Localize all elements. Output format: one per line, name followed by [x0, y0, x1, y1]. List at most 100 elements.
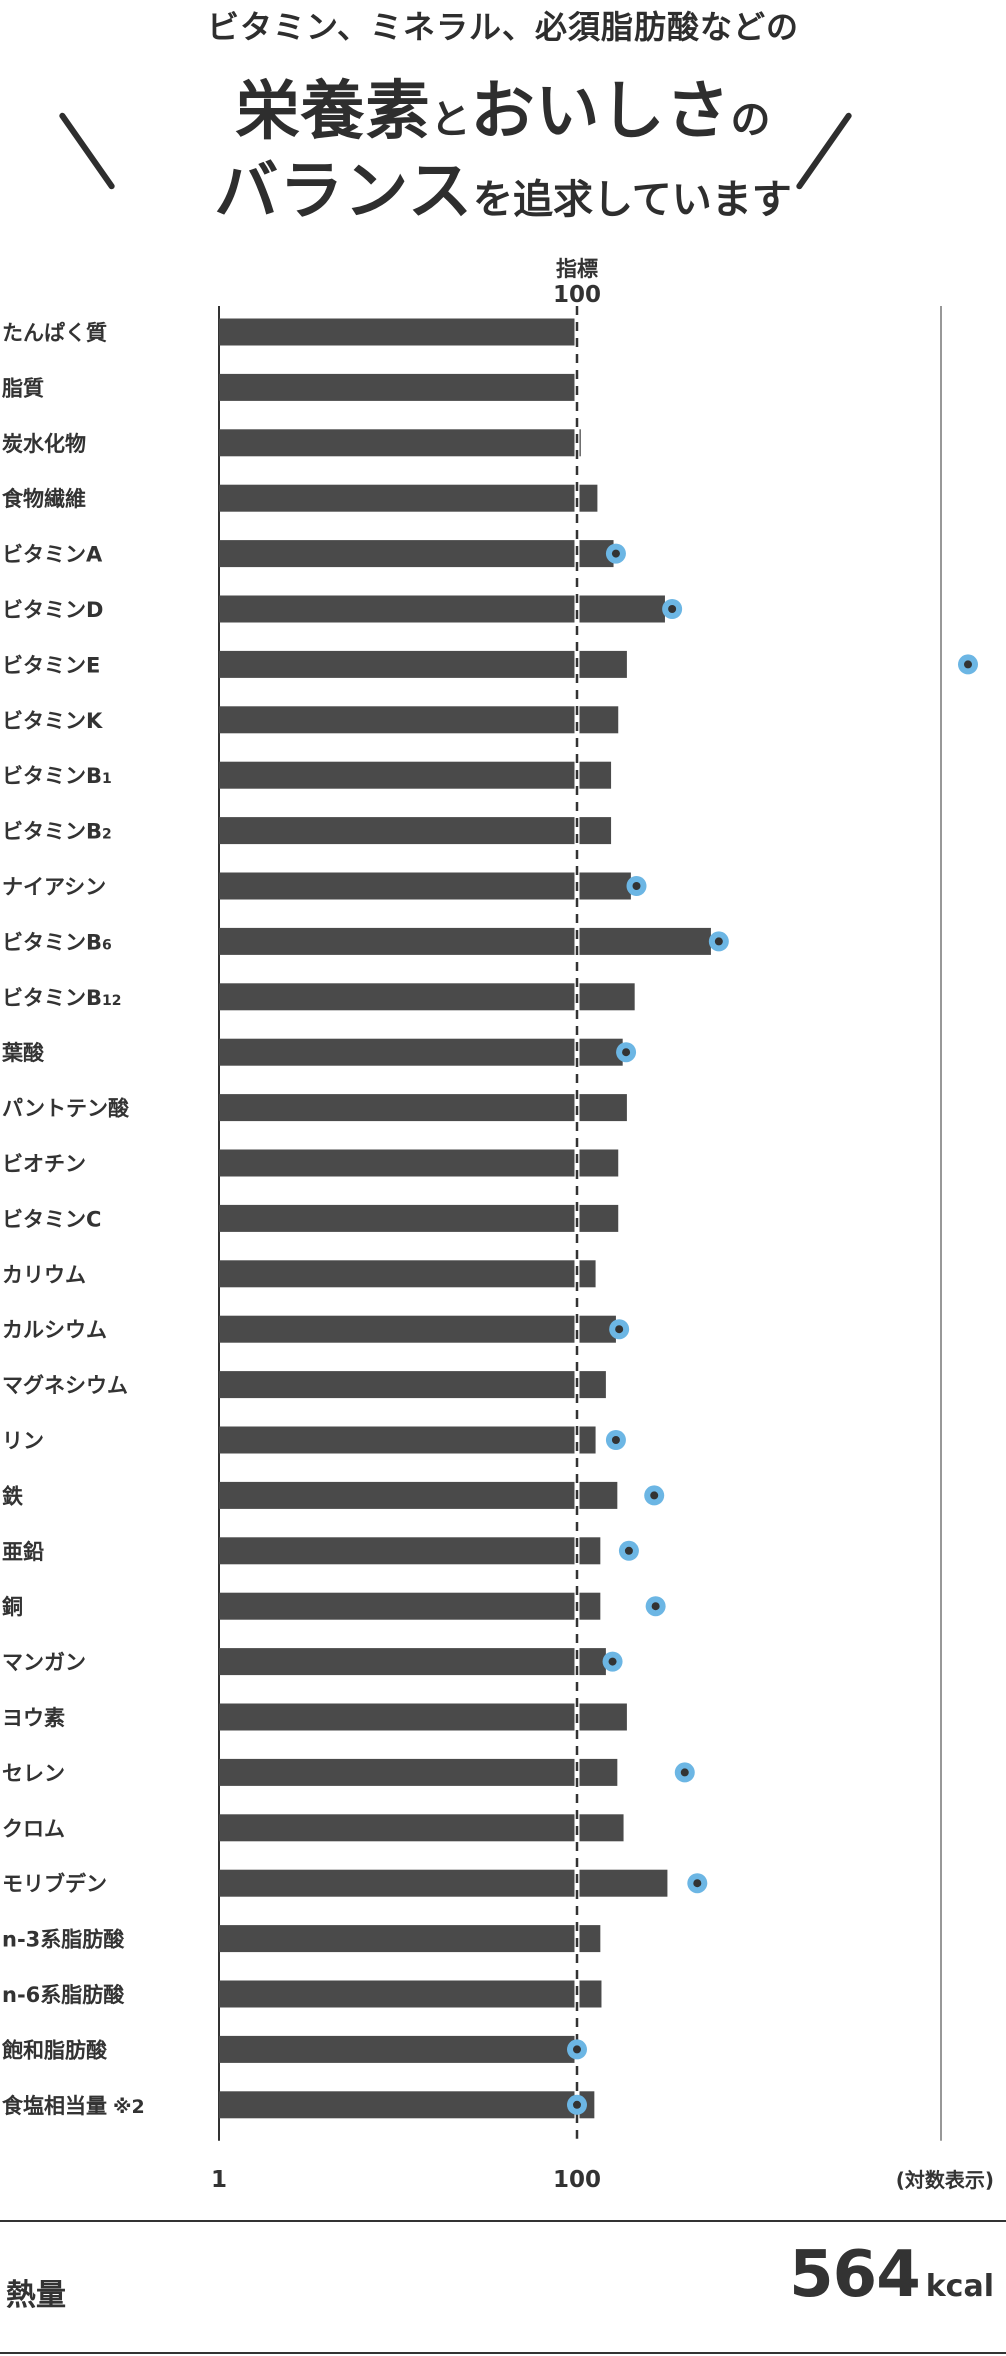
footer-bottom-divider [0, 2352, 1006, 2354]
calorie-unit: kcal [925, 2269, 994, 2304]
header: ビタミン、ミネラル、必須脂肪酸などの 栄養素とおいしさの バランスを追求していま… [0, 0, 1006, 230]
bar [219, 761, 612, 789]
category-label: ナイアシン [2, 875, 106, 899]
bar [219, 429, 581, 457]
bar [219, 1094, 627, 1122]
category-label: ビタミンB12 [2, 986, 122, 1010]
marker-dot [624, 1546, 633, 1555]
bar [219, 1260, 596, 1288]
category-label: マンガン [2, 1651, 86, 1675]
marker-dot [668, 605, 677, 613]
x-tick-label: 100 [553, 2167, 601, 2193]
reference-label-top: 指標 [556, 257, 598, 281]
headline-part: の [730, 97, 771, 143]
category-label: 飽和脂肪酸 [1, 2038, 108, 2062]
bar [219, 872, 631, 900]
marker-dot [680, 1768, 689, 1777]
scale-note: (対数表示) [896, 2168, 994, 2192]
category-label: モリブデン [2, 1872, 107, 1896]
marker-dot [611, 549, 620, 558]
category-label: 銅 [2, 1595, 23, 1619]
bars-layer [219, 318, 711, 2119]
bar [219, 373, 577, 401]
bar [219, 927, 711, 955]
bar [219, 1814, 624, 1842]
marker-dot [651, 1602, 660, 1611]
bar [219, 1537, 601, 1565]
headline-line-2: バランスを追求しています [0, 140, 1006, 232]
category-label: ビタミンD [2, 598, 103, 622]
marker-dot [608, 1657, 617, 1666]
category-label: 炭水化物 [2, 432, 86, 456]
category-label: 葉酸 [1, 1041, 45, 1065]
category-label: クロム [2, 1817, 65, 1841]
bar [219, 1592, 601, 1620]
marker-dot [573, 2100, 581, 2109]
category-label: 食塩相当量 ※2 [2, 2094, 145, 2118]
category-label: 鉄 [2, 1484, 23, 1508]
bar [219, 1315, 616, 1343]
headline-part: を追求しています [472, 177, 792, 223]
marker-dot [615, 1325, 624, 1334]
bar [219, 1371, 606, 1399]
bar [219, 983, 635, 1011]
footer-divider [0, 2220, 1006, 2222]
bar [219, 1869, 668, 1897]
headline-line-1: 栄養素とおいしさの [0, 60, 1006, 152]
bar [219, 1703, 627, 1731]
bar [219, 1925, 601, 1953]
category-label: ビタミンA [2, 543, 103, 567]
calorie-value: 564 kcal [789, 2238, 994, 2312]
category-label: カルシウム [2, 1318, 107, 1342]
category-label: 亜鉛 [2, 1540, 44, 1564]
bar [219, 706, 619, 734]
marker-dot [622, 1048, 631, 1057]
bar [219, 2035, 575, 2063]
category-label: ビタミンK [2, 709, 103, 733]
marker-dot [611, 1436, 620, 1444]
bar [219, 1758, 618, 1786]
bar [219, 1149, 619, 1177]
bar [219, 1204, 619, 1232]
calorie-label: 熱量 [6, 2278, 66, 2313]
marker-dot [650, 1491, 659, 1500]
marker-dot [573, 2045, 581, 2054]
category-label: カリウム [2, 1263, 86, 1287]
category-label: ヨウ素 [2, 1706, 65, 1730]
bar [219, 1426, 596, 1454]
bar [219, 1648, 606, 1676]
category-label: ビタミンE [2, 653, 100, 677]
headline-part: 栄養素 [235, 75, 431, 149]
category-label: 食物繊維 [2, 487, 86, 511]
category-label: ビタミンC [2, 1207, 101, 1231]
subtitle: ビタミン、ミネラル、必須脂肪酸などの [206, 8, 800, 46]
bar [219, 1038, 623, 1066]
category-label: ビタミンB2 [2, 820, 112, 844]
bar [219, 1980, 602, 2008]
bar [219, 540, 614, 568]
marker-layer [567, 543, 978, 2115]
category-label: 脂質 [2, 376, 44, 400]
category-label: セレン [2, 1761, 65, 1785]
marker-dot [964, 660, 972, 669]
bar [219, 817, 612, 845]
headline-part: おいしさ [470, 75, 731, 149]
category-label: マグネシウム [2, 1374, 128, 1398]
headline-part: バランス [214, 155, 473, 229]
category-label: ビタミンB6 [2, 930, 112, 954]
calorie-number: 564 [789, 2238, 921, 2312]
x-tick-label: 1 [211, 2167, 227, 2193]
marker-dot [693, 1879, 702, 1888]
marker-dot [714, 937, 723, 946]
bar [219, 650, 627, 678]
category-label: ビオチン [2, 1152, 86, 1176]
bar [219, 318, 577, 346]
category-label: パントテン酸 [2, 1097, 130, 1121]
bar [219, 595, 665, 623]
category-label: n-3系脂肪酸 [2, 1928, 125, 1952]
category-label: ビタミンB1 [2, 764, 112, 788]
marker-dot [632, 882, 641, 890]
